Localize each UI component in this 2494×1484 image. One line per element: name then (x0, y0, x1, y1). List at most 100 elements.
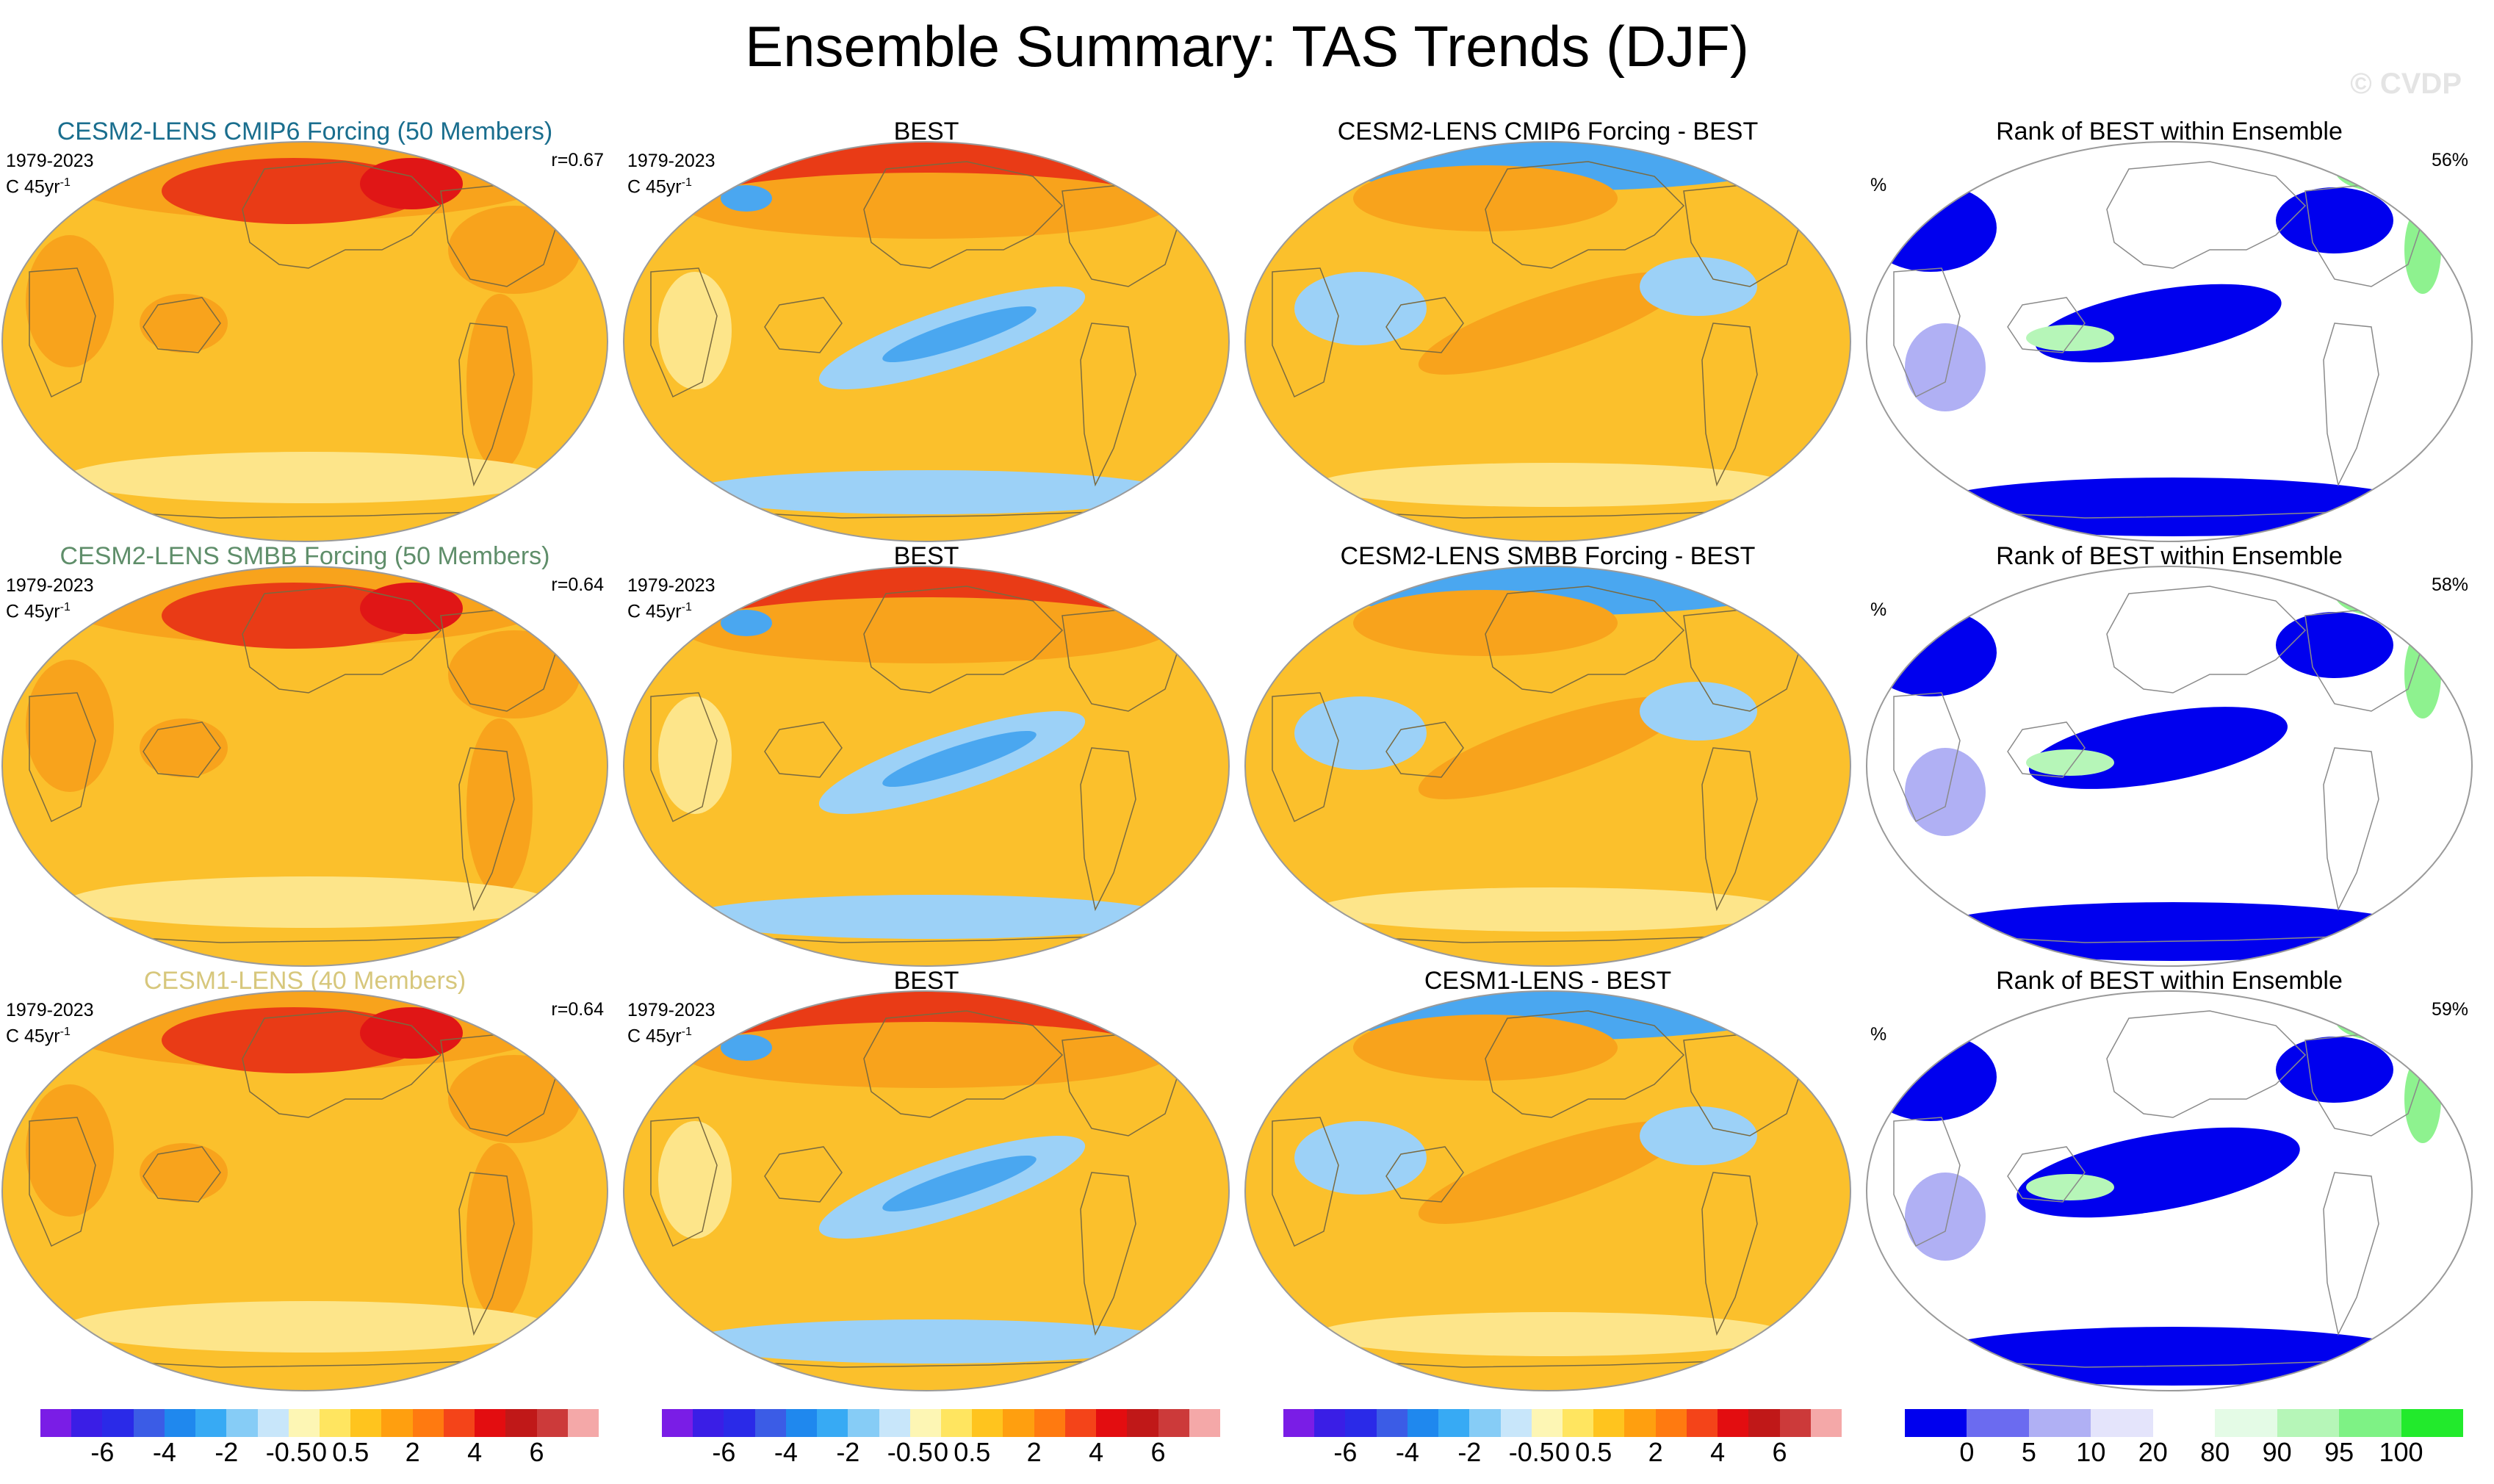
colorbar-segment (1003, 1409, 1035, 1437)
africa-mixed-rank-region (1905, 1173, 1986, 1261)
north-america-low-rank-region (2276, 612, 2393, 678)
colorbar-segment (754, 1409, 787, 1437)
indian-ocean-negative-difference (1294, 272, 1427, 345)
colorbar-tick-label: 20 (2138, 1437, 2168, 1467)
panel-best-obs-3: BEST 1979-2023 C 45yr-1 (621, 967, 1231, 1393)
coast-asia (242, 161, 442, 269)
arctic-high-rank-region (2335, 572, 2423, 616)
colorbar-tick-label: -2 (1457, 1437, 1482, 1467)
coast-south-america (458, 1172, 515, 1336)
colorbar-segment (1064, 1409, 1097, 1437)
map-field (1245, 566, 1850, 966)
south-america-land-warming (466, 294, 533, 470)
panel-diff-cesm1: CESM1-LENS - BEST (1243, 967, 1853, 1393)
coast-asia (1485, 586, 1685, 694)
panel-title: CESM2-LENS CMIP6 Forcing (50 Members) (57, 118, 553, 145)
coast-australia (2007, 297, 2086, 353)
colorbar-segment (1345, 1409, 1377, 1437)
colorbar-segment (40, 1409, 72, 1437)
map-outline (623, 990, 1230, 1391)
colorbar-tick-label: -2 (215, 1437, 239, 1467)
coast-africa (1893, 692, 1961, 823)
north-pacific-negative-difference (1640, 257, 1757, 316)
southern-ocean-weak-difference (1316, 463, 1787, 507)
colorbar-tick-label: -6 (90, 1437, 115, 1467)
panel-period-units: 1979-2023 C 45yr-1 (627, 999, 716, 1047)
southern-ocean-weak-difference (1316, 887, 1787, 932)
colorbar-segment (1531, 1409, 1563, 1437)
panel-title: Rank of BEST within Ensemble (1996, 542, 2343, 570)
coast-asia (863, 161, 1064, 269)
period-label: 1979-2023 (627, 151, 716, 171)
coast-south-america (1701, 323, 1758, 487)
panel-title: BEST (893, 967, 959, 995)
southern-low-rank-region (1923, 1327, 2423, 1386)
colorbar-segment (1189, 1409, 1221, 1437)
colorbar-segment (1624, 1409, 1657, 1437)
coast-australia (143, 1146, 221, 1203)
colorbar-segment (2091, 1409, 2154, 1437)
panel-period-units: 1979-2023 C 45yr-1 (6, 999, 94, 1047)
coast-south-america (2323, 747, 2379, 912)
coast-australia (2007, 721, 2086, 778)
arctic-warming-band (662, 566, 1191, 623)
map-outline (623, 141, 1230, 542)
coast-australia (1385, 1146, 1464, 1203)
colorbar-segment (226, 1409, 259, 1437)
units-label: C 45yr (6, 1026, 60, 1047)
map-cesm1-model (1, 990, 608, 1391)
eurasia-low-rank-region (1867, 184, 1997, 272)
coast-australia (1385, 721, 1464, 778)
coast-south-america (2323, 323, 2379, 487)
colorbar-tick-label: -4 (774, 1437, 798, 1467)
colorbar-segment (693, 1409, 724, 1437)
map-outline (1, 990, 608, 1391)
coast-australia (764, 297, 843, 353)
units-label: C 45yr (6, 176, 60, 198)
north-america-low-rank-region (2276, 1037, 2393, 1103)
africa-mixed-rank-region (1905, 748, 1986, 836)
panel-period-units: 1979-2023 C 45yr-1 (6, 574, 94, 622)
map-outline (1244, 141, 1851, 542)
eurasia-low-rank-region (1867, 1033, 1997, 1121)
period-label: 1979-2023 (6, 575, 94, 596)
northern-land-warming (684, 173, 1169, 239)
north-america-land-warming (448, 206, 580, 294)
panel-title: CESM2-LENS CMIP6 Forcing - BEST (1337, 118, 1759, 145)
map-rank-3 (1866, 990, 2473, 1391)
colorbar-segment (909, 1409, 942, 1437)
colorbar-segment (257, 1409, 289, 1437)
arctic-hot-spot (162, 583, 426, 649)
coast-asia (2106, 161, 2307, 269)
colorbar-segment (2339, 1409, 2402, 1437)
colorbar-tick-label: 4 (1710, 1437, 1726, 1467)
southern-low-rank-region (1923, 478, 2423, 536)
colorbar-segment (475, 1409, 506, 1437)
map-field (624, 991, 1229, 1391)
coast-asia (242, 1010, 442, 1118)
map-field (1867, 991, 2472, 1391)
map-diff-cmip6 (1244, 141, 1851, 542)
colorbar-tick-label: 0.5 (954, 1437, 991, 1467)
colorbar-tick-label: -2 (836, 1437, 860, 1467)
africa-land-warming (26, 660, 114, 792)
coast-australia (1385, 297, 1464, 353)
map-best-obs-3 (623, 990, 1230, 1391)
arctic-hot-spot (162, 1007, 426, 1073)
colorbar-tick-label: -6 (712, 1437, 736, 1467)
colorbar-segment (1686, 1409, 1718, 1437)
colorbar-obs: -6 -4 -2 -0.5 0 0.5 2 4 6 (662, 1409, 1221, 1467)
map-best-obs-1 (623, 141, 1230, 542)
rank-percent-label: 56% (2431, 150, 2468, 170)
map-field (2, 991, 608, 1391)
colorbar-segment (972, 1409, 1003, 1437)
southern-ocean-cooling (688, 470, 1172, 514)
colorbar-segment (1905, 1409, 1967, 1437)
eurasia-cold-spot (721, 610, 772, 636)
colorbar-rank: 0 5 10 20 80 90 95 100 (1905, 1409, 2464, 1467)
colorbar-tick-label: 0.5 (332, 1437, 370, 1467)
panel-title: CESM1-LENS (40 Members) (143, 967, 466, 995)
pacific-positive-difference (1418, 1121, 1685, 1224)
coast-africa (1272, 1117, 1339, 1247)
colorbar-segment (1469, 1409, 1502, 1437)
